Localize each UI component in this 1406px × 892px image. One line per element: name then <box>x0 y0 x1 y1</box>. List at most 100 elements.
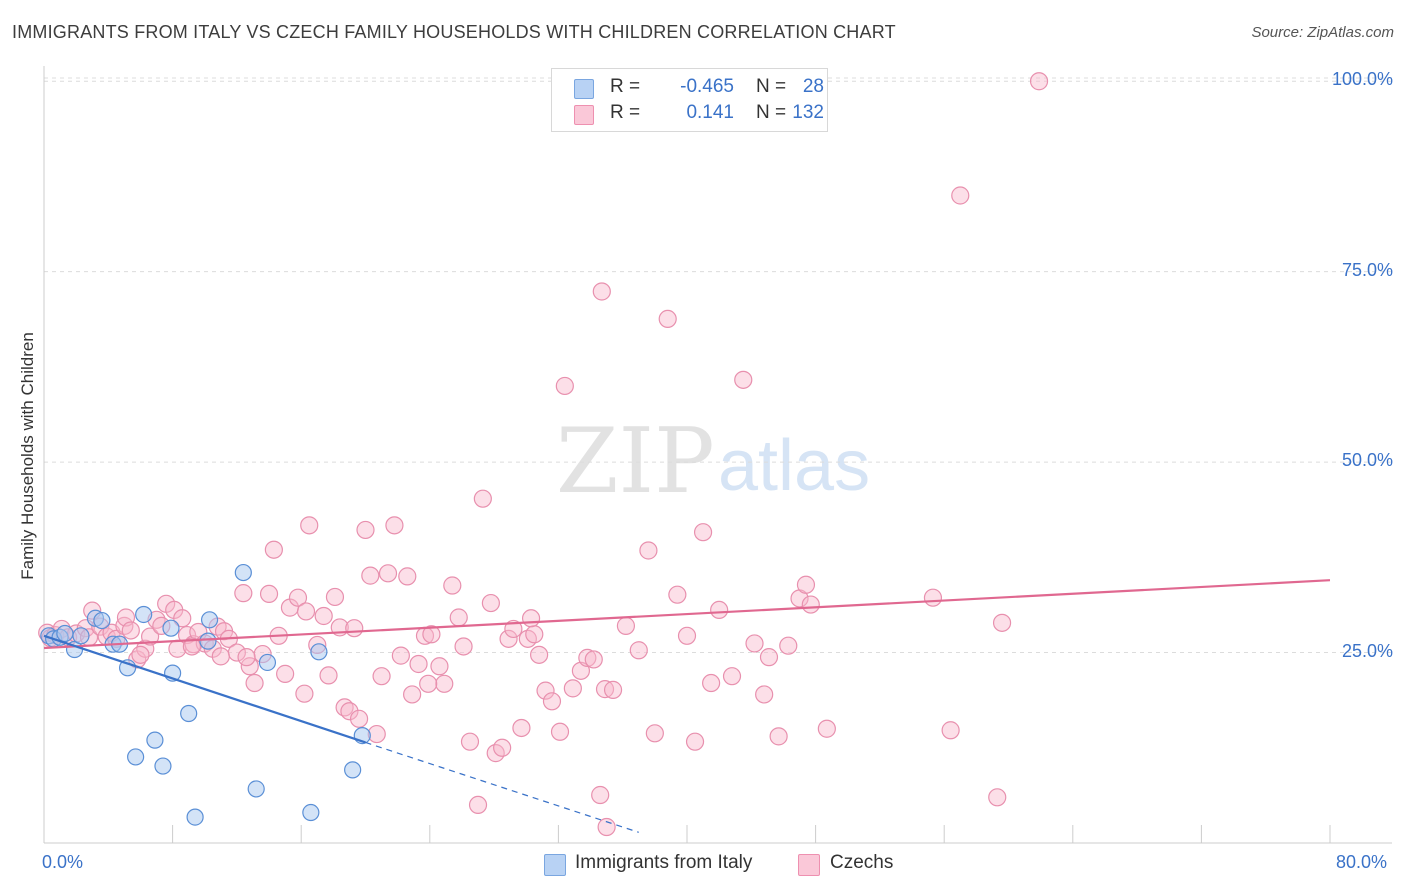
legend-swatch-czechs <box>574 105 594 125</box>
watermark-atlas: atlas <box>718 426 870 506</box>
czechs-point <box>349 709 369 728</box>
bottom-legend-label-italy: Immigrants from Italy <box>575 852 753 873</box>
czechs-point <box>121 621 140 640</box>
italy-point <box>146 731 164 749</box>
czechs-point <box>372 667 391 686</box>
czechs-point <box>745 634 764 653</box>
legend-r-label: R = <box>610 76 641 97</box>
italy-point <box>127 748 145 766</box>
italy-point <box>247 780 265 798</box>
y-tick-label: 100.0% <box>1331 69 1393 90</box>
czechs-point <box>710 600 729 620</box>
czechs-point <box>591 785 610 805</box>
czechs-point <box>530 645 549 664</box>
italy-point <box>72 627 90 645</box>
czechs-point <box>276 664 295 683</box>
czechs-point <box>658 309 677 329</box>
czechs-point <box>391 646 410 665</box>
czechs-point <box>555 376 574 396</box>
czechs-point <box>493 738 512 757</box>
czechs-point <box>584 650 603 669</box>
chart-title: IMMIGRANTS FROM ITALY VS CZECH FAMILY HO… <box>12 22 896 42</box>
czechs-point <box>468 795 488 815</box>
czechs-point <box>941 721 960 740</box>
italy-point <box>56 624 74 643</box>
czechs-point <box>992 613 1012 632</box>
italy-point <box>234 563 252 582</box>
bottom-legend-label-czechs: Czechs <box>830 852 894 873</box>
czechs-point <box>422 625 441 644</box>
czechs-point <box>597 817 616 837</box>
czechs-point <box>603 680 623 699</box>
czechs-point <box>234 584 253 603</box>
czechs-point <box>693 523 713 542</box>
x-tick-min: 0.0% <box>42 852 84 872</box>
trend-lines <box>43 579 1331 833</box>
italy-point <box>302 803 320 822</box>
czechs-point <box>245 673 264 693</box>
czechs-point <box>1029 72 1049 91</box>
czechs-point <box>409 654 428 674</box>
legend-n-value: 28 <box>802 76 824 97</box>
correlation-legend: R = -0.465 N = 28 R = 0.141 N = 132 <box>551 68 828 132</box>
czechs-point <box>361 566 380 585</box>
czechs-point <box>677 626 697 645</box>
czechs-point <box>211 647 230 666</box>
czechs-point <box>295 684 314 703</box>
czechs-point <box>668 585 687 604</box>
czechs-point <box>951 186 970 205</box>
italy-point <box>186 808 204 826</box>
czechs-point <box>578 648 597 667</box>
italy-points <box>40 563 371 826</box>
czechs-point <box>288 588 308 607</box>
italy-trend-extension <box>365 741 639 833</box>
czechs-point <box>296 602 316 621</box>
italy-point <box>258 653 277 672</box>
czechs-point <box>685 732 705 751</box>
czechs-point <box>356 520 375 540</box>
legend-r-label: R = <box>610 102 641 123</box>
czechs-point <box>779 636 798 655</box>
czechs-point <box>345 619 364 638</box>
italy-point <box>135 605 153 624</box>
czechs-point <box>449 608 468 627</box>
czechs-point <box>645 724 664 743</box>
czechs-point <box>378 564 398 583</box>
italy-point <box>344 761 362 779</box>
czechs-point <box>521 609 541 628</box>
legend-n-label: N = <box>756 76 787 97</box>
czechs-point <box>237 648 256 667</box>
czechs-point <box>722 667 742 686</box>
bottom-legend-swatch-czechs <box>798 854 820 876</box>
czechs-point <box>430 657 449 676</box>
czechs-point <box>550 722 570 741</box>
czechs-point <box>525 625 544 644</box>
italy-point <box>199 632 217 650</box>
czechs-point <box>542 692 562 711</box>
czechs-point <box>817 719 836 738</box>
czechs-point <box>563 679 582 698</box>
czechs-point <box>398 567 417 586</box>
italy-trend-line <box>43 634 366 744</box>
y-tick-label: 50.0% <box>1341 450 1393 471</box>
czechs-point <box>504 619 523 639</box>
czechs-point <box>512 718 531 738</box>
czechs-point <box>403 685 422 704</box>
czechs-point <box>702 673 721 693</box>
axes <box>43 66 1392 844</box>
watermark-zip: ZIP <box>556 409 715 514</box>
czechs-point <box>419 674 438 693</box>
czechs-point <box>592 282 611 301</box>
czechs-point <box>385 516 404 535</box>
legend-swatch-italy <box>574 79 594 99</box>
bottom-legend-swatch-italy <box>544 854 566 876</box>
czechs-point <box>734 370 753 389</box>
y-tick-label: 75.0% <box>1341 259 1393 280</box>
czechs-point <box>460 732 480 751</box>
italy-point <box>310 643 328 661</box>
italy-point <box>93 611 111 630</box>
czechs-point <box>140 627 160 646</box>
legend-n-label: N = <box>756 102 787 123</box>
czechs-point <box>988 788 1007 807</box>
legend-n-value: 132 <box>792 102 824 123</box>
